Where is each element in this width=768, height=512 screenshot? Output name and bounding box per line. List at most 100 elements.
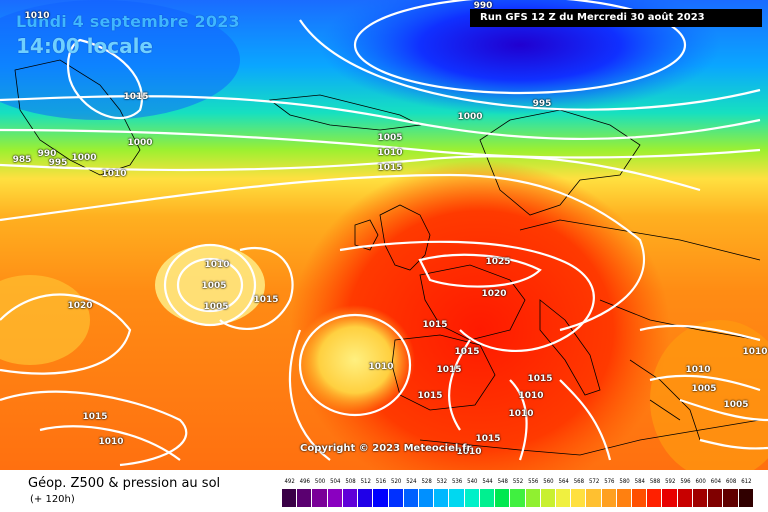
color-scale-tick-label: 560 bbox=[543, 478, 554, 485]
color-scale-tick-label: 588 bbox=[649, 478, 661, 485]
warm-pocket-iberia bbox=[295, 305, 415, 415]
color-scale-tick-label: 508 bbox=[345, 478, 356, 485]
isobar-1005 bbox=[0, 128, 761, 159]
color-scale-swatch bbox=[586, 489, 602, 507]
color-scale-swatch bbox=[327, 489, 343, 507]
isobar-1010-southeast bbox=[699, 438, 768, 450]
color-scale-tick-label: 544 bbox=[482, 478, 493, 485]
color-scale-swatch bbox=[495, 489, 511, 507]
weather-map: Lundi 4 septembre 2023 14:00 locale Run … bbox=[0, 0, 768, 470]
isobar-1025 bbox=[418, 253, 542, 288]
isobar-1015-north bbox=[0, 173, 646, 332]
ireland-coast bbox=[354, 219, 379, 251]
british-isles-coast bbox=[379, 204, 431, 271]
isobar-label: 1010 bbox=[98, 437, 124, 447]
isobar-label: 1005 bbox=[691, 384, 717, 394]
color-scale-tick-label: 572 bbox=[588, 478, 600, 485]
isobar-label: 1000 bbox=[457, 112, 483, 122]
color-scale-tick-label: 576 bbox=[604, 478, 615, 485]
isobar-greenland-low bbox=[66, 38, 143, 120]
color-scale-swatch bbox=[388, 489, 404, 507]
isobar-label: 1000 bbox=[71, 153, 97, 163]
color-scale: 492 496 500 504 508 512 516 520 524 528 532 536 540 5… bbox=[282, 478, 754, 510]
copyright-text: Copyright © 2023 Meteociel.fr bbox=[300, 443, 472, 454]
scandinavia-coast bbox=[479, 109, 641, 216]
isobar-label: 1010 bbox=[518, 391, 544, 401]
italy-coast bbox=[539, 299, 601, 396]
isobar-label: 1010 bbox=[24, 11, 50, 21]
color-scale-swatch bbox=[373, 489, 389, 507]
isobar-995 bbox=[299, 19, 761, 111]
color-scale-tick-label: 500 bbox=[314, 478, 326, 485]
isobar-low-inner bbox=[353, 0, 687, 95]
color-scale-tick-label: 532 bbox=[436, 478, 448, 485]
color-scale-swatch bbox=[282, 489, 298, 507]
isobar-label: 1015 bbox=[527, 374, 553, 384]
east-area bbox=[650, 320, 768, 470]
isobar-low-west-inner bbox=[176, 257, 244, 313]
isobar-1010 bbox=[0, 155, 701, 192]
low-geopotential-area bbox=[320, 0, 720, 115]
isobar-1015-south bbox=[0, 390, 188, 467]
color-scale-tick-label: 596 bbox=[680, 478, 691, 485]
model-run-info: Run GFS 12 Z du Mercredi 30 août 2023 bbox=[470, 9, 762, 27]
color-scale-swatch bbox=[662, 489, 678, 507]
map-canvas bbox=[0, 0, 768, 470]
color-scale-swatch bbox=[708, 489, 724, 507]
isobar-label: 990 bbox=[473, 1, 493, 11]
isobar-label: 1025 bbox=[485, 257, 511, 267]
color-scale-swatch bbox=[692, 489, 709, 507]
isobar-label: 1010 bbox=[742, 347, 768, 357]
forecast-date: Lundi 4 septembre 2023 bbox=[16, 12, 240, 31]
isobar-1020-atlantic bbox=[0, 293, 132, 375]
isobar-low-west-outer bbox=[163, 243, 257, 327]
color-scale-swatch bbox=[358, 489, 374, 507]
isobar-label: 1005 bbox=[203, 302, 229, 312]
isobar-label: 1015 bbox=[253, 295, 279, 305]
color-scale-swatch bbox=[403, 489, 419, 507]
isobar-label: 1005 bbox=[723, 400, 749, 410]
color-scale-tick-label: 496 bbox=[299, 478, 310, 485]
color-scale-tick-label: 540 bbox=[467, 478, 478, 485]
isobar-label: 1015 bbox=[82, 412, 108, 422]
color-scale-tick-label: 492 bbox=[284, 478, 295, 485]
warm-pocket-west bbox=[155, 245, 265, 325]
color-scale-swatch bbox=[647, 489, 663, 507]
color-scale-tick-label: 512 bbox=[360, 478, 371, 485]
isobar-label: 1010 bbox=[508, 409, 534, 419]
isobar-label: 1000 bbox=[127, 138, 153, 148]
isobar-label: 1015 bbox=[475, 434, 501, 444]
isobar-label: 1015 bbox=[422, 320, 448, 330]
isobar-label: 995 bbox=[48, 158, 68, 168]
color-scale-swatch bbox=[723, 489, 739, 507]
color-scale-swatch bbox=[616, 489, 633, 507]
color-scale-swatch bbox=[555, 489, 572, 507]
coastlines bbox=[14, 59, 761, 456]
color-scale-tick-label: 516 bbox=[375, 478, 387, 485]
color-scale-swatch bbox=[312, 489, 328, 507]
isobar-iberia-low bbox=[298, 313, 412, 417]
isobar-label: 1020 bbox=[481, 289, 507, 299]
color-scale-swatch bbox=[434, 489, 450, 507]
color-scale-swatch bbox=[418, 489, 435, 507]
color-scale-tick-label: 504 bbox=[330, 478, 341, 485]
isobar-label: 1010 bbox=[377, 148, 403, 158]
color-scale-tick-label: 520 bbox=[391, 478, 402, 485]
north-africa-coast bbox=[419, 419, 761, 456]
color-scale-tick-label: 584 bbox=[634, 478, 645, 485]
legend-title: Géop. Z500 & pression au sol bbox=[28, 476, 221, 491]
isobar-label: 990 bbox=[37, 149, 57, 159]
iceland-coast bbox=[268, 94, 422, 131]
isobar-1020-europe bbox=[339, 240, 595, 352]
isobar-1010-south bbox=[39, 425, 181, 461]
isobar-label: 985 bbox=[12, 155, 32, 165]
color-scale-tick-label: 564 bbox=[558, 478, 569, 485]
color-scale-tick-label: 536 bbox=[451, 478, 463, 485]
forecast-time: 14:00 locale bbox=[16, 34, 153, 58]
isobar-1010-med bbox=[509, 379, 528, 461]
isobar-1005-southeast bbox=[679, 398, 768, 422]
color-scale-bar bbox=[282, 489, 754, 507]
isobar-label: 1010 bbox=[204, 260, 230, 270]
color-scale-swatch bbox=[342, 489, 359, 507]
